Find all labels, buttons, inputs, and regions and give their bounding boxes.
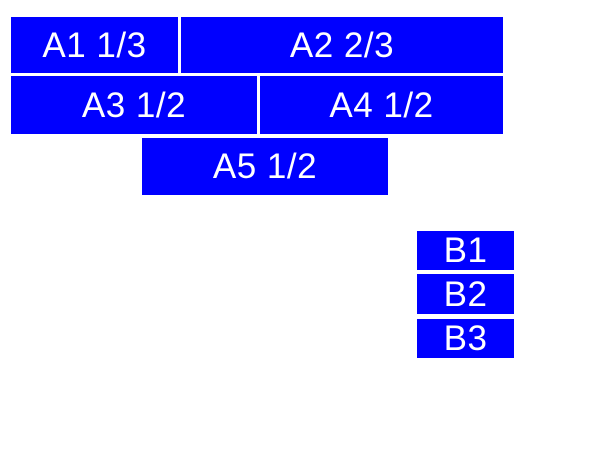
block-b2: B2: [417, 274, 514, 314]
block-b3-label: B3: [443, 319, 488, 358]
block-a5: A5 1/2: [142, 138, 388, 195]
block-a1-label: A1 1/3: [42, 25, 147, 65]
block-b2-label: B2: [443, 274, 488, 314]
block-a4: A4 1/2: [260, 76, 503, 134]
block-a2-label: A2 2/3: [289, 25, 395, 65]
block-a4-label: A4 1/2: [329, 85, 434, 125]
block-a3-label: A3 1/2: [81, 85, 187, 125]
block-b3: B3: [417, 319, 514, 358]
block-a5-label: A5 1/2: [212, 147, 318, 186]
block-a3: A3 1/2: [11, 76, 257, 134]
block-a2: A2 2/3: [181, 17, 503, 73]
block-a1: A1 1/3: [11, 17, 178, 73]
block-b1-label: B1: [443, 231, 488, 270]
block-b1: B1: [417, 231, 514, 270]
